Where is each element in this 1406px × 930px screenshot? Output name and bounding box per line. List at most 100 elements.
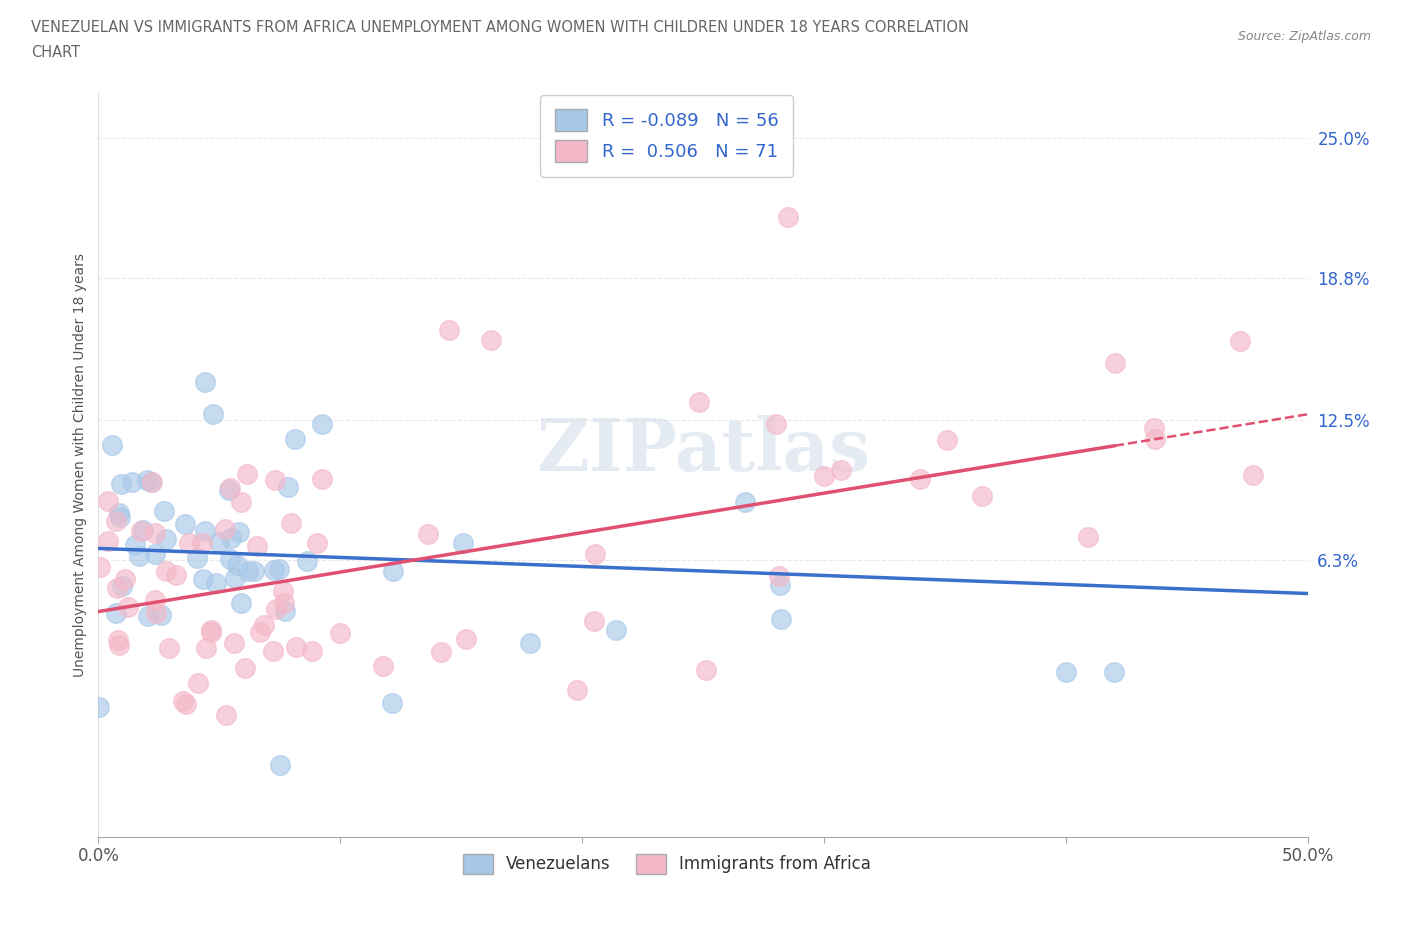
Point — [1241, 468, 1264, 483]
Point — [311, 472, 333, 486]
Point — [284, 432, 307, 446]
Point — [96, 534, 118, 549]
Point — [936, 432, 959, 447]
Point — [233, 661, 256, 676]
Point — [187, 676, 209, 691]
Point — [191, 572, 214, 587]
Point — [970, 488, 993, 503]
Point — [329, 626, 352, 641]
Point — [194, 640, 217, 655]
Point — [143, 525, 166, 540]
Point — [218, 483, 240, 498]
Point — [190, 536, 212, 551]
Point — [301, 644, 323, 658]
Point — [236, 467, 259, 482]
Legend: Venezuelans, Immigrants from Africa: Venezuelans, Immigrants from Africa — [456, 847, 877, 881]
Point — [107, 638, 129, 653]
Point — [311, 417, 333, 432]
Point — [165, 568, 187, 583]
Point — [284, 640, 307, 655]
Point — [89, 560, 111, 575]
Point — [124, 538, 146, 552]
Point — [89, 699, 111, 714]
Point — [264, 602, 287, 617]
Point — [1102, 665, 1125, 680]
Point — [236, 564, 259, 578]
Point — [776, 209, 799, 224]
Point — [229, 495, 252, 510]
Point — [108, 506, 131, 521]
Point — [131, 523, 153, 538]
Point — [479, 332, 502, 347]
Point — [695, 662, 717, 677]
Point — [172, 694, 194, 709]
Point — [200, 624, 222, 639]
Point — [157, 640, 180, 655]
Point — [215, 708, 238, 723]
Text: VENEZUELAN VS IMMIGRANTS FROM AFRICA UNEMPLOYMENT AMONG WOMEN WITH CHILDREN UNDE: VENEZUELAN VS IMMIGRANTS FROM AFRICA UNE… — [31, 20, 969, 35]
Point — [908, 472, 931, 486]
Point — [382, 564, 405, 578]
Point — [249, 624, 271, 639]
Point — [262, 644, 284, 658]
Point — [830, 462, 852, 477]
Point — [1054, 664, 1077, 679]
Point — [176, 697, 198, 711]
Point — [149, 607, 172, 622]
Y-axis label: Unemployment Among Women with Children Under 18 years: Unemployment Among Women with Children U… — [73, 253, 87, 677]
Point — [194, 524, 217, 538]
Point — [1077, 529, 1099, 544]
Point — [114, 571, 136, 586]
Point — [297, 553, 319, 568]
Point — [186, 551, 208, 565]
Point — [271, 584, 294, 599]
Point — [567, 683, 589, 698]
Point — [519, 636, 541, 651]
Point — [155, 532, 177, 547]
Point — [769, 611, 792, 626]
Point — [207, 535, 229, 550]
Point — [218, 551, 240, 566]
Text: ZIPatlas: ZIPatlas — [536, 415, 870, 485]
Point — [768, 569, 790, 584]
Point — [280, 515, 302, 530]
Point — [253, 618, 276, 632]
Point — [218, 480, 240, 495]
Point — [139, 475, 162, 490]
Point — [224, 570, 246, 585]
Point — [105, 606, 128, 621]
Point — [101, 438, 124, 453]
Point — [264, 472, 287, 487]
Point — [243, 563, 266, 578]
Point — [105, 513, 128, 528]
Point — [200, 623, 222, 638]
Point — [141, 474, 163, 489]
Point — [734, 495, 756, 510]
Point — [107, 580, 129, 595]
Point — [437, 323, 460, 338]
Point — [129, 524, 152, 538]
Point — [688, 395, 710, 410]
Point — [307, 536, 329, 551]
Point — [110, 476, 132, 491]
Point — [371, 658, 394, 673]
Point — [451, 536, 474, 551]
Point — [228, 525, 250, 539]
Point — [229, 596, 252, 611]
Text: CHART: CHART — [31, 45, 80, 60]
Point — [219, 531, 242, 546]
Point — [583, 547, 606, 562]
Point — [145, 605, 167, 620]
Point — [202, 406, 225, 421]
Point — [214, 522, 236, 537]
Point — [222, 636, 245, 651]
Point — [263, 563, 285, 578]
Point — [1229, 334, 1251, 349]
Point — [194, 375, 217, 390]
Point — [179, 536, 201, 551]
Point — [117, 600, 139, 615]
Point — [110, 510, 132, 525]
Point — [143, 592, 166, 607]
Point — [769, 578, 792, 592]
Point — [246, 538, 269, 553]
